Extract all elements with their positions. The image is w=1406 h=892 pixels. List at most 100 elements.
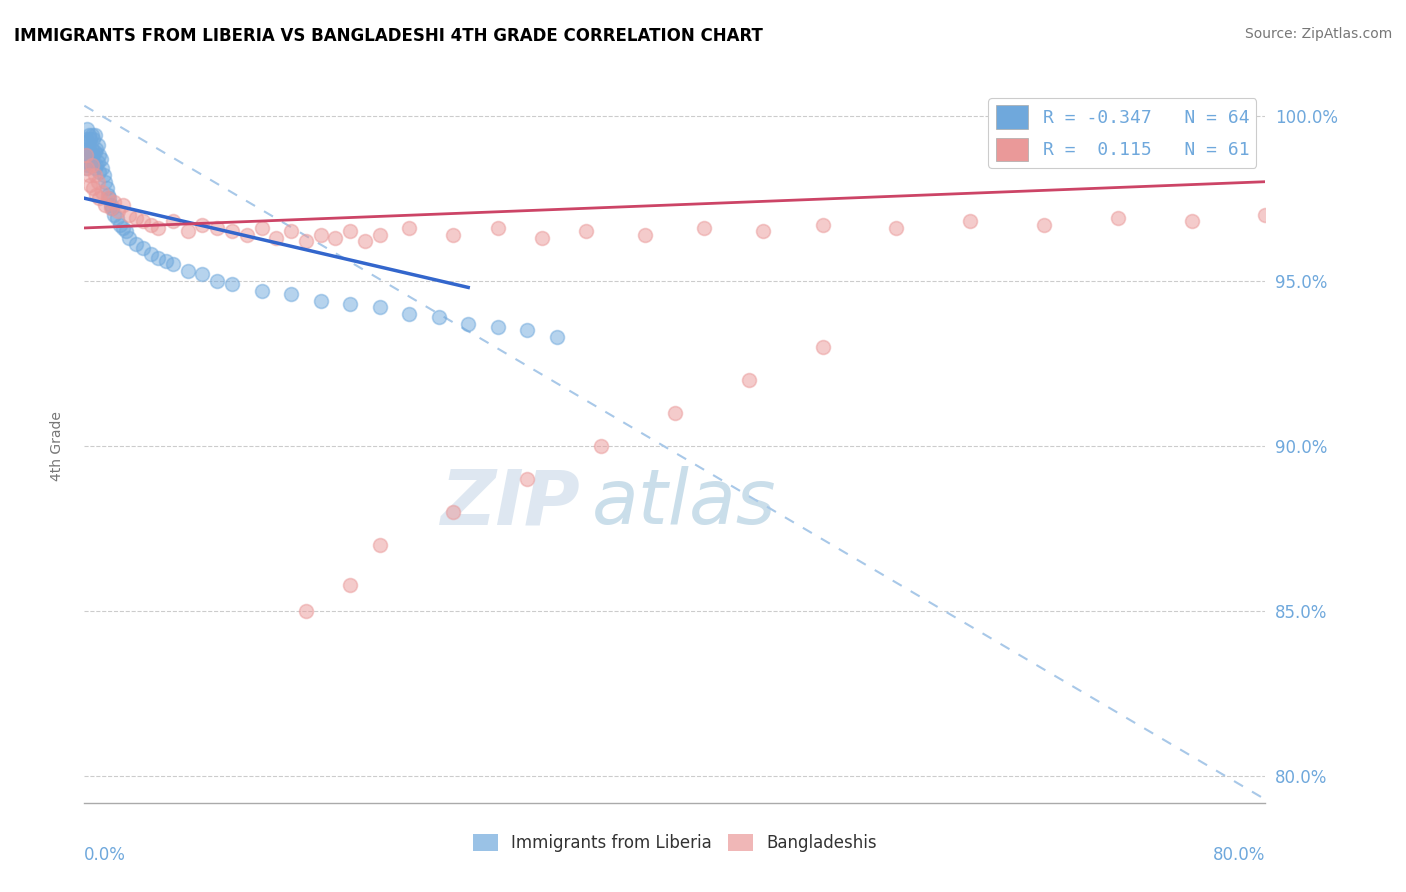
Point — [80, 128, 103, 143]
Point — [191, 218, 214, 232]
Point — [546, 330, 568, 344]
Y-axis label: 4th Grade: 4th Grade — [49, 411, 63, 481]
Point — [80, 154, 103, 169]
Point — [250, 284, 273, 298]
Point — [280, 224, 302, 238]
Point — [101, 201, 124, 215]
Point — [398, 307, 420, 321]
Legend: Immigrants from Liberia, Bangladeshis: Immigrants from Liberia, Bangladeshis — [465, 827, 884, 859]
Point — [139, 247, 162, 261]
Point — [84, 158, 107, 172]
Point — [811, 218, 834, 232]
Point — [111, 198, 134, 212]
Text: Source: ZipAtlas.com: Source: ZipAtlas.com — [1244, 27, 1392, 41]
Point — [97, 191, 120, 205]
Point — [191, 267, 214, 281]
Point — [457, 317, 479, 331]
Point — [221, 277, 243, 292]
Point — [76, 161, 98, 176]
Point — [75, 142, 97, 156]
Point — [80, 158, 103, 172]
Point — [339, 297, 361, 311]
Point — [398, 221, 420, 235]
Point — [530, 231, 553, 245]
Point — [309, 293, 332, 308]
Point — [84, 188, 107, 202]
Point — [1107, 211, 1129, 225]
Point — [264, 231, 288, 245]
Point — [84, 142, 107, 156]
Point — [89, 165, 111, 179]
Point — [91, 161, 114, 176]
Point — [91, 185, 114, 199]
Text: 0.0%: 0.0% — [84, 846, 127, 863]
Point — [1254, 208, 1277, 222]
Point — [738, 373, 761, 387]
Point — [205, 221, 228, 235]
Point — [97, 188, 120, 202]
Point — [75, 161, 97, 176]
Text: IMMIGRANTS FROM LIBERIA VS BANGLADESHI 4TH GRADE CORRELATION CHART: IMMIGRANTS FROM LIBERIA VS BANGLADESHI 4… — [14, 27, 763, 45]
Point — [155, 254, 177, 268]
Point — [76, 148, 98, 162]
Point — [441, 505, 464, 519]
Point — [221, 224, 243, 238]
Point — [86, 175, 108, 189]
Point — [354, 234, 377, 248]
Point — [98, 191, 121, 205]
Point — [125, 211, 148, 225]
Point — [1181, 214, 1204, 228]
Point — [108, 218, 131, 232]
Point — [139, 218, 162, 232]
Point — [76, 158, 98, 172]
Point — [76, 121, 98, 136]
Point — [177, 224, 200, 238]
Point — [75, 132, 97, 146]
Point — [100, 201, 122, 215]
Point — [82, 132, 104, 146]
Point — [162, 257, 184, 271]
Point — [309, 227, 332, 242]
Point — [295, 234, 318, 248]
Point — [132, 241, 155, 255]
Point — [103, 208, 125, 222]
Text: 80.0%: 80.0% — [1213, 846, 1265, 863]
Point — [368, 300, 391, 314]
Point — [752, 224, 775, 238]
Point — [441, 227, 464, 242]
Point — [94, 175, 117, 189]
Point — [323, 231, 347, 245]
Point — [93, 168, 115, 182]
Point — [886, 221, 908, 235]
Point — [83, 128, 105, 143]
Point — [77, 168, 100, 182]
Point — [148, 251, 170, 265]
Point — [89, 191, 111, 205]
Point — [516, 323, 538, 337]
Point — [76, 135, 98, 149]
Point — [959, 214, 981, 228]
Point — [125, 237, 148, 252]
Point — [486, 320, 509, 334]
Point — [236, 227, 259, 242]
Point — [118, 231, 141, 245]
Point — [516, 472, 538, 486]
Point — [280, 287, 302, 301]
Point — [132, 214, 155, 228]
Point — [83, 161, 105, 176]
Point — [634, 227, 657, 242]
Point — [83, 168, 105, 182]
Point — [664, 406, 686, 420]
Text: ZIP: ZIP — [440, 467, 581, 540]
Point — [77, 128, 100, 143]
Point — [339, 578, 361, 592]
Point — [79, 145, 101, 159]
Point — [82, 148, 104, 162]
Point — [811, 340, 834, 354]
Point — [118, 208, 141, 222]
Point — [250, 221, 273, 235]
Point — [105, 211, 128, 225]
Point — [75, 152, 97, 166]
Text: atlas: atlas — [592, 467, 776, 540]
Point — [205, 274, 228, 288]
